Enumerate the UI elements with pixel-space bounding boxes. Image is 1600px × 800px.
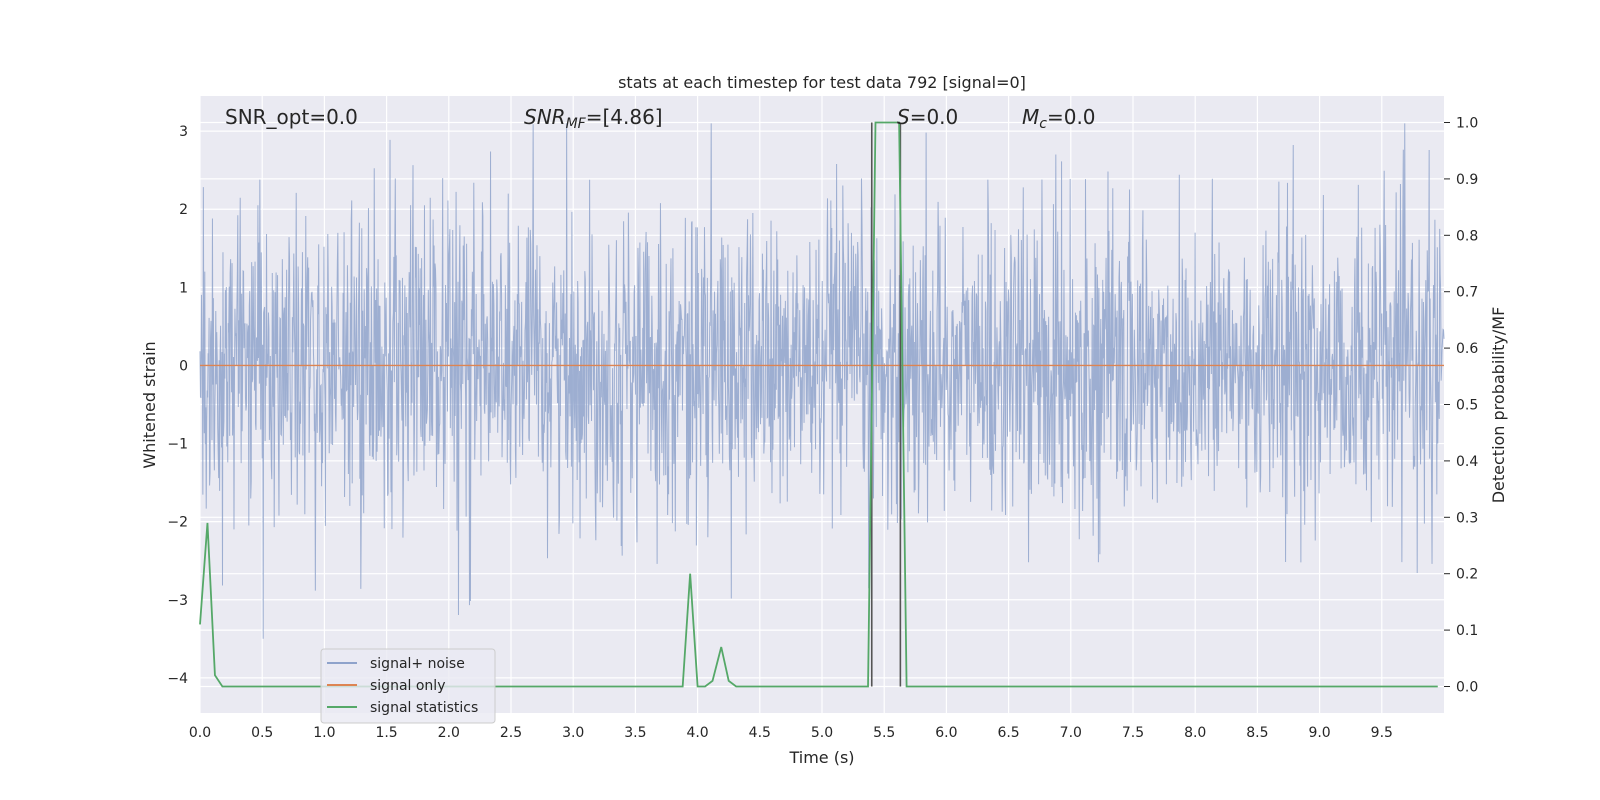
- axis-ticks: 0.0 0.5 1.0 1.5 2.0 2.5 3.0 3.5 4.0 4.5 5.0 5.5 6.0 6…: [167, 116, 1478, 741]
- legend: signal+ noise signal only signal statist…: [320, 648, 496, 724]
- annotation-s: S=0.0: [897, 105, 958, 129]
- y2-tick-label: 0.9: [1456, 172, 1478, 188]
- annotation-mc: Mc=0.0: [1022, 105, 1096, 132]
- y2-tick-label: 0.0: [1456, 679, 1478, 695]
- mc-value: =0.0: [1047, 105, 1096, 129]
- x-tick-label: 4.0: [686, 725, 708, 741]
- annotation-snr-opt: SNR_opt=0.0: [225, 105, 358, 129]
- y-axis-label: Whitened strain: [140, 341, 159, 468]
- snr-mf-symbol: SNR: [524, 105, 566, 129]
- x-tick-label: 9.0: [1308, 725, 1330, 741]
- y2-axis-label: Detection probability/MF: [1489, 307, 1508, 504]
- y2-tick-label: 0.7: [1456, 285, 1478, 301]
- y2-tick-label: 1.0: [1456, 116, 1478, 132]
- x-tick-label: 3.0: [562, 725, 584, 741]
- x-tick-label: 9.5: [1371, 725, 1393, 741]
- y-tick-label: 2: [179, 202, 188, 218]
- x-tick-label: 7.0: [1060, 725, 1082, 741]
- snr-mf-value: =[4.86]: [586, 105, 663, 129]
- x-axis-label: Time (s): [788, 748, 854, 767]
- series-signal-plus-noise: [199, 123, 1445, 639]
- y-tick-label: −4: [167, 671, 188, 687]
- y2-tick-label: 0.2: [1456, 567, 1478, 583]
- x-tick-label: 6.5: [997, 725, 1019, 741]
- x-tick-label: 2.5: [500, 725, 522, 741]
- y-tick-label: 0: [179, 358, 188, 374]
- y2-tick-label: 0.3: [1456, 510, 1478, 526]
- x-tick-label: 5.5: [873, 725, 895, 741]
- x-tick-label: 5.0: [811, 725, 833, 741]
- x-tick-label: 4.5: [749, 725, 771, 741]
- y-tick-label: 1: [179, 280, 188, 296]
- x-tick-label: 0.0: [189, 725, 211, 741]
- x-tick-label: 8.0: [1184, 725, 1206, 741]
- chart-title: stats at each timestep for test data 792…: [618, 73, 1026, 92]
- x-tick-label: 8.5: [1246, 725, 1268, 741]
- x-tick-label: 7.5: [1122, 725, 1144, 741]
- y2-tick-label: 0.6: [1456, 341, 1478, 357]
- mc-subscript: c: [1039, 116, 1047, 132]
- legend-label-signal: signal only: [370, 678, 445, 694]
- snr-mf-subscript: MF: [566, 116, 587, 132]
- y2-tick-label: 0.4: [1456, 454, 1478, 470]
- x-tick-label: 0.5: [251, 725, 273, 741]
- stats-trace: [199, 121, 1438, 688]
- y-tick-label: −2: [167, 515, 188, 531]
- y-tick-label: −1: [167, 437, 188, 453]
- y2-tick-label: 0.5: [1456, 398, 1478, 414]
- legend-label-noise: signal+ noise: [370, 656, 465, 672]
- legend-label-stats: signal statistics: [370, 700, 478, 716]
- x-tick-label: 6.0: [935, 725, 957, 741]
- x-tick-label: 1.5: [375, 725, 397, 741]
- legend-box: [320, 648, 496, 724]
- noise-trace: [199, 123, 1445, 639]
- x-tick-label: 1.0: [313, 725, 335, 741]
- x-tick-label: 3.5: [624, 725, 646, 741]
- s-value: =0.0: [910, 105, 959, 129]
- y-tick-label: −3: [167, 593, 188, 609]
- annotation-snr-mf: SNRMF=[4.86]: [524, 105, 663, 132]
- mc-symbol: M: [1022, 105, 1039, 129]
- y-tick-label: 3: [179, 124, 188, 140]
- s-symbol: S: [897, 105, 910, 129]
- series-signal-statistics: [199, 121, 1438, 688]
- y2-tick-label: 0.8: [1456, 228, 1478, 244]
- y2-tick-label: 0.1: [1456, 623, 1478, 639]
- x-tick-label: 2.0: [438, 725, 460, 741]
